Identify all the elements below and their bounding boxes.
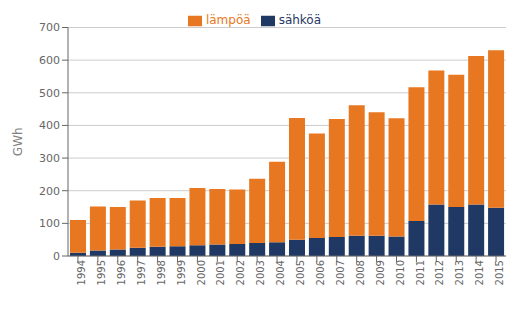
svg-text:2009: 2009 bbox=[375, 260, 386, 285]
svg-text:300: 300 bbox=[39, 152, 60, 165]
svg-text:2005: 2005 bbox=[295, 260, 306, 285]
svg-text:1997: 1997 bbox=[136, 260, 147, 285]
svg-text:200: 200 bbox=[39, 185, 60, 198]
svg-text:1999: 1999 bbox=[176, 260, 187, 285]
svg-text:1995: 1995 bbox=[96, 260, 107, 285]
svg-text:2015: 2015 bbox=[494, 260, 505, 285]
svg-text:2000: 2000 bbox=[196, 260, 207, 285]
svg-text:0: 0 bbox=[53, 250, 60, 263]
svg-text:1998: 1998 bbox=[156, 260, 167, 285]
svg-text:700: 700 bbox=[39, 21, 60, 34]
svg-text:2010: 2010 bbox=[395, 260, 406, 285]
svg-text:2014: 2014 bbox=[474, 260, 485, 285]
html-text:sähköä: sähköä bbox=[278, 13, 322, 27]
svg-text:2001: 2001 bbox=[215, 260, 226, 285]
svg-text:100: 100 bbox=[39, 217, 60, 230]
html-text:lämpöä: lämpöä bbox=[205, 13, 251, 27]
svg-text:1996: 1996 bbox=[116, 260, 127, 285]
svg-text:1994: 1994 bbox=[76, 260, 87, 285]
svg-text:2003: 2003 bbox=[255, 260, 266, 285]
svg-text:2013: 2013 bbox=[454, 260, 465, 285]
svg-text:500: 500 bbox=[39, 87, 60, 100]
svg-text:2006: 2006 bbox=[315, 260, 326, 285]
svg-text:400: 400 bbox=[39, 119, 60, 132]
svg-text:2007: 2007 bbox=[335, 260, 346, 285]
svg-text:2008: 2008 bbox=[355, 260, 366, 285]
svg-text:2012: 2012 bbox=[434, 260, 445, 285]
svg-text:2011: 2011 bbox=[415, 260, 426, 285]
svg-text:2004: 2004 bbox=[275, 260, 286, 285]
svg-text:2002: 2002 bbox=[235, 260, 246, 285]
svg-text:600: 600 bbox=[39, 54, 60, 67]
svg-text:GWh: GWh bbox=[11, 127, 25, 156]
